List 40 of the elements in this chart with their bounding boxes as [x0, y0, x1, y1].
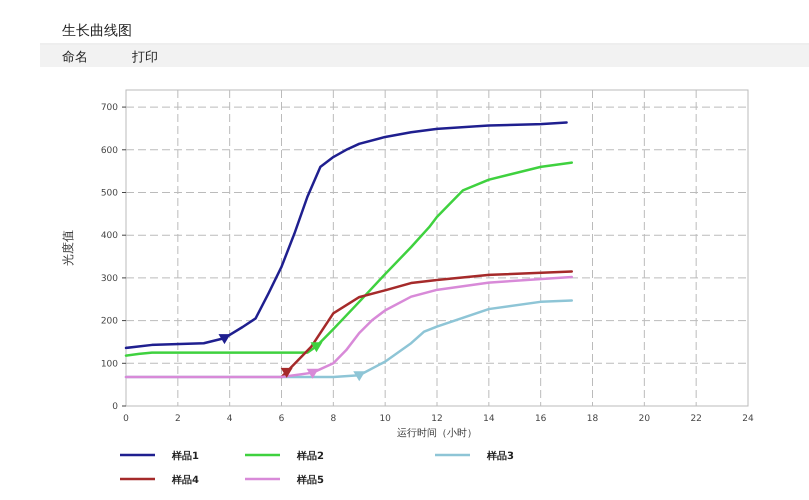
text: 命名	[62, 50, 88, 65]
y-tick-label: 0	[112, 402, 118, 412]
x-tick-label: 22	[690, 414, 702, 424]
line-series	[280, 270, 574, 378]
line-series	[124, 161, 574, 357]
x-tick-label: 12	[431, 414, 443, 424]
point	[310, 342, 322, 352]
legend-label: 样品2	[296, 450, 324, 462]
x-tick-label: 20	[638, 414, 650, 424]
point	[353, 371, 366, 382]
y-axis-title: 光度值	[61, 230, 75, 266]
x-tick-label: 0	[123, 414, 130, 424]
y-tick-label: 300	[100, 274, 118, 284]
x-axis-title: 运行时间（小时）	[397, 427, 477, 439]
y-tick-label: 500	[100, 188, 118, 198]
y-tick-label: 600	[100, 146, 118, 156]
y-tick-label: 200	[100, 316, 118, 327]
x-tick-label: 10	[379, 414, 392, 424]
x-tick-label: 14	[483, 414, 495, 424]
legend-label: 样品3	[486, 450, 514, 462]
x-tick-label: 4	[226, 414, 233, 424]
legend-label: 样品5	[296, 474, 324, 486]
point	[280, 368, 293, 378]
x-tick-label: 8	[330, 414, 336, 424]
x-tick-label: 6	[278, 414, 285, 424]
point	[306, 368, 319, 379]
line-series	[124, 121, 568, 350]
y-tick-label: 700	[100, 103, 118, 114]
x-tick-label: 2	[174, 414, 181, 424]
legend-label: 样品1	[171, 450, 199, 462]
text: 打印	[131, 50, 158, 65]
y-tick-label: 400	[100, 231, 118, 242]
line-series	[124, 276, 574, 378]
x-tick-label: 18	[586, 414, 598, 424]
x-tick-label: 24	[742, 414, 754, 424]
legend-label: 样品4	[171, 474, 199, 486]
chart-title: 生长曲线图	[62, 23, 132, 39]
point	[218, 334, 230, 344]
y-tick-label: 100	[100, 359, 118, 370]
x-tick-label: 16	[534, 414, 547, 424]
